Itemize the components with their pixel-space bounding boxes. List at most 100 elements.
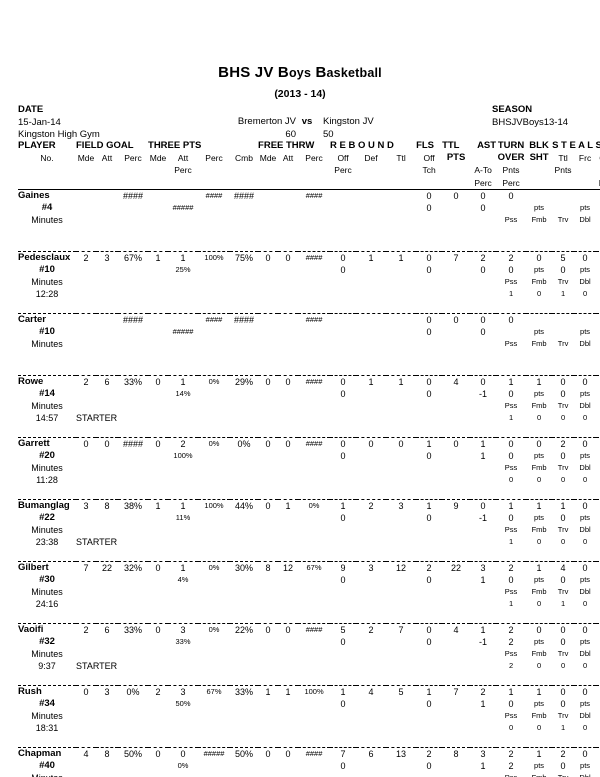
s4-7 [298,412,330,424]
s2-k [386,636,416,648]
s4-3 [198,288,230,300]
header-sht: SHT [529,152,549,164]
table-row[interactable]: Pedesclaux 2 3 67% 1 1 100% 75% 0 0 #### 0 1 1 0 7 2 2 0 5 0… [18,250,600,264]
s3-9 [298,214,330,226]
player-number: #32 [39,635,55,647]
table-row-minutes: Minutes Pss Fmb Trv Dbl Oth [18,586,600,598]
three-attempt: 2 [168,436,199,450]
season-value: BHSJVBoys13-14 [492,116,569,128]
combined-percent: 30% [230,560,259,574]
s2-m [596,512,600,524]
turnover-travel-value: 1 [560,289,566,299]
turnover-other-label: Oth [596,276,600,288]
s4-x [470,226,496,238]
s4-12 [442,226,470,238]
s3-11 [356,648,386,660]
table-row-secondary: #20 100% 0 0 1 0 pts 0 pts [18,450,600,462]
s4-3 [198,536,230,548]
s4-11 [416,598,442,610]
header-to-pnts: Pnts [502,165,520,176]
ft-attempt: 0 [278,436,299,450]
rebound-off: 5 [330,622,357,636]
s2-k [386,760,416,772]
s4-7 [298,598,330,610]
s4-0 [118,722,148,734]
s3-14 [442,276,470,288]
turnover-double-value: 0 [582,289,588,299]
s4-0 [118,660,148,672]
s2-d [148,450,168,462]
header-group-row: PLAYER FIELD GOAL THREE PTS FREE THRW R … [18,140,600,152]
header-ttl-pts: PTS [446,152,466,164]
header-reb-def: Def [364,153,378,164]
s2-g [258,202,278,214]
ft-percent: #### [298,622,331,636]
turnover-pts-label: pts [534,450,545,460]
minutes-value: 14:57 [35,413,59,424]
player-name: Gilbert [18,560,76,574]
table-row-breakdown [18,350,600,362]
s4-5 [258,474,278,486]
header-fls: FLS [416,140,435,151]
three-made: 1 [148,498,169,512]
table-row[interactable]: Gaines #### #### #### #### 0 0 0 0 [18,188,600,203]
turnover-pass-value: 2 [508,661,514,671]
s4-12 [442,598,470,610]
table-row[interactable]: Carter #### #### #### #### 0 0 0 0 [18,312,600,326]
s2-i [298,636,330,648]
table-header: PLAYER FIELD GOAL THREE PTS FREE THRW R … [18,140,600,189]
header-turn: TURN [497,140,525,151]
player-number: #10 [39,326,55,337]
steals-forced: 0 [574,560,597,574]
s4-7 [298,722,330,734]
turnover-fumble-label: Fmb [531,339,547,349]
steal-pts-label: pts [580,327,591,336]
hdr3-blank9 [258,177,278,190]
s4-11 [416,474,442,486]
s2-l [442,202,470,214]
s2-e [198,388,230,400]
blocked-shots: 1 [526,746,553,760]
s2-a [76,326,96,338]
s4-1 [148,474,168,486]
row-spacer-cell [18,487,600,500]
hdr3-blank15 [416,177,442,190]
turnover-travel-label: Trv [552,772,574,777]
table-row-minutes: Minutes Pss Fmb Trv Dbl Oth [18,276,600,288]
turnover-double-value: 0 [582,475,588,485]
combined-percent: 0% [230,436,259,450]
header-cmb: Cmb [235,153,253,164]
ft-made: 0 [258,746,279,760]
s3-2 [118,586,148,598]
s3-4 [168,586,198,598]
s3-x [470,710,496,722]
fouls-tech: 0 [426,327,432,337]
assist-to-ratio: 1 [480,698,486,709]
fg-made [76,312,96,326]
s3-x [470,400,496,412]
s2-k [386,264,416,276]
turnover-other-label: Oth [596,586,600,598]
s2-l [442,636,470,648]
s4-12 [442,474,470,486]
s3-4 [168,276,198,288]
three-attempt: 1 [168,498,199,512]
turnover-travel-value: 0 [560,475,566,485]
s4-4 [230,412,258,424]
assist-to-ratio: 1 [480,450,486,461]
assist-to-ratio: 1 [480,760,486,771]
total-points: 4 [442,622,471,636]
date-block: DATE 15-Jan-14 Kingston High Gym [18,104,100,142]
row-spacer [18,549,600,562]
turnover-fumble-label: Fmb [531,525,547,535]
header-st-ttl: Ttl [558,153,568,164]
s2-f [230,450,258,462]
s2-a [76,264,96,276]
